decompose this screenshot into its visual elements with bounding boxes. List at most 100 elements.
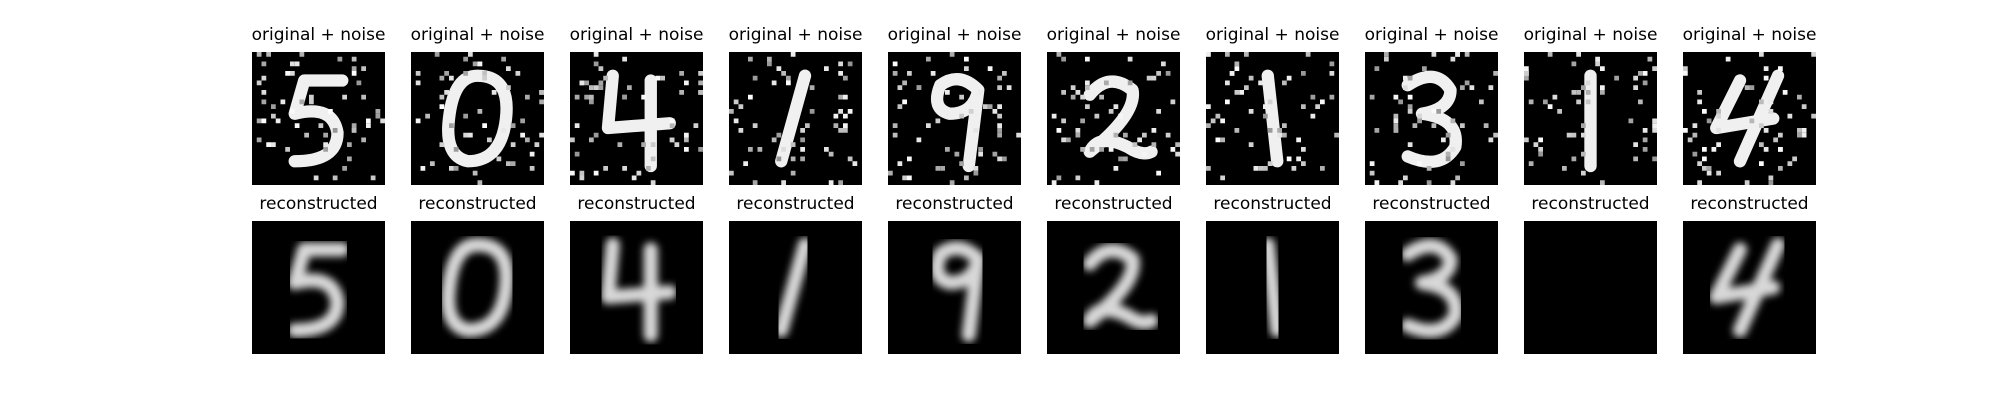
noise-pixel [304, 132, 309, 138]
noise-pixel [945, 147, 950, 152]
noise-pixel [622, 94, 627, 100]
noise-pixel [1683, 66, 1688, 71]
noise-pixel [1104, 80, 1109, 86]
noise-pixel [1398, 99, 1403, 105]
noise-pixel [1687, 137, 1693, 143]
noise-pixel [902, 80, 907, 86]
noise-pixel [1113, 132, 1119, 138]
noise-pixel [342, 166, 347, 171]
noise-pixel [1075, 90, 1081, 95]
noise-pixel [1051, 113, 1057, 119]
noise-pixel [684, 137, 689, 143]
noise-pixel [1263, 113, 1268, 119]
noise-pixel [1369, 161, 1375, 166]
noise-pixel [1407, 75, 1413, 81]
noise-pixel [1469, 85, 1475, 90]
reconstructed-panel: reconstructed [888, 194, 1021, 354]
noise-pixel [347, 142, 352, 147]
noise-pixel [679, 71, 684, 76]
noise-pixel [897, 161, 903, 166]
noise-pixel [1768, 175, 1774, 181]
noise-pixel [1206, 104, 1211, 109]
noise-pixel [603, 75, 608, 81]
noise-pixel [271, 104, 276, 109]
noise-pixel [1099, 147, 1104, 152]
noise-pixel [752, 123, 758, 128]
noise-pixel [1576, 90, 1581, 95]
noise-pixel [1763, 128, 1769, 133]
noise-pixel [1460, 123, 1465, 128]
noise-pixel [366, 123, 371, 128]
noise-pixel [468, 132, 473, 138]
noise-pixel [261, 99, 267, 105]
noise-pixel [1652, 128, 1657, 133]
noise-pixel [1384, 56, 1389, 62]
noise-pixel [1763, 147, 1769, 152]
noise-pixel [1528, 99, 1534, 105]
noise-pixel [261, 75, 267, 81]
noise-pixel [1431, 52, 1437, 57]
noise-pixel [838, 128, 843, 133]
noise-pixel [1286, 75, 1292, 81]
noise-pixel [997, 132, 1002, 138]
reconstructed-digit-image [411, 221, 544, 354]
noise-pixel [598, 85, 604, 90]
noise-pixel [1652, 118, 1657, 124]
noise-pixel [1118, 156, 1123, 162]
noise-pixel [444, 71, 449, 76]
noise-pixel [439, 142, 445, 147]
image-background [1047, 221, 1180, 354]
noise-pixel [1170, 147, 1176, 152]
noise-pixel [1552, 94, 1558, 100]
noise-pixel [1524, 75, 1529, 81]
noise-pixel [1094, 113, 1100, 119]
noisy-panel: original + noise [411, 25, 544, 185]
noisy-panel-title: original + noise [1205, 25, 1340, 45]
noise-pixel [1524, 66, 1529, 71]
noise-pixel [636, 170, 642, 176]
noise-pixel [351, 128, 357, 133]
noise-pixel [1697, 90, 1702, 95]
noise-pixel [1450, 56, 1456, 62]
noise-pixel [1248, 109, 1254, 114]
noise-pixel [888, 170, 893, 176]
noise-pixel [1716, 109, 1721, 114]
noise-pixel [1647, 56, 1653, 62]
noise-pixel [1683, 128, 1688, 133]
reconstructed-panel-title: reconstructed [1372, 194, 1491, 214]
noise-pixel [570, 137, 575, 143]
noise-pixel [589, 85, 594, 90]
noise-pixel [1801, 132, 1807, 138]
noise-pixel [660, 75, 665, 81]
noise-pixel [940, 166, 945, 171]
digit-stroke [774, 237, 813, 338]
noise-pixel [1080, 118, 1085, 124]
noise-pixel [828, 151, 834, 157]
noise-pixel [1412, 123, 1418, 128]
digit-stroke [1260, 237, 1285, 338]
noise-pixel [1225, 80, 1230, 86]
noisy-digit-image [1206, 52, 1339, 185]
noise-pixel [1393, 94, 1399, 100]
noise-pixel [1123, 132, 1128, 138]
noise-pixel [1320, 166, 1325, 171]
noisy-panel-title: original + noise [1682, 25, 1817, 45]
reconstructed-digit-image [252, 221, 385, 354]
digit-stroke [930, 73, 985, 173]
noise-pixel [1301, 71, 1306, 76]
noise-pixel [650, 142, 656, 147]
noise-pixel [1315, 104, 1320, 109]
noise-pixel [1267, 161, 1273, 166]
noise-pixel [1759, 52, 1764, 57]
noise-pixel [1749, 85, 1755, 90]
noise-pixel [603, 166, 608, 171]
noise-pixel [1576, 52, 1581, 57]
noise-pixel [1557, 109, 1562, 114]
noise-pixel [1061, 118, 1066, 124]
noise-pixel [1576, 99, 1581, 105]
noise-pixel [510, 123, 516, 128]
noise-pixel [1652, 123, 1657, 128]
noise-pixel [539, 132, 544, 138]
noise-pixel [838, 71, 843, 76]
noise-pixel [949, 52, 955, 57]
